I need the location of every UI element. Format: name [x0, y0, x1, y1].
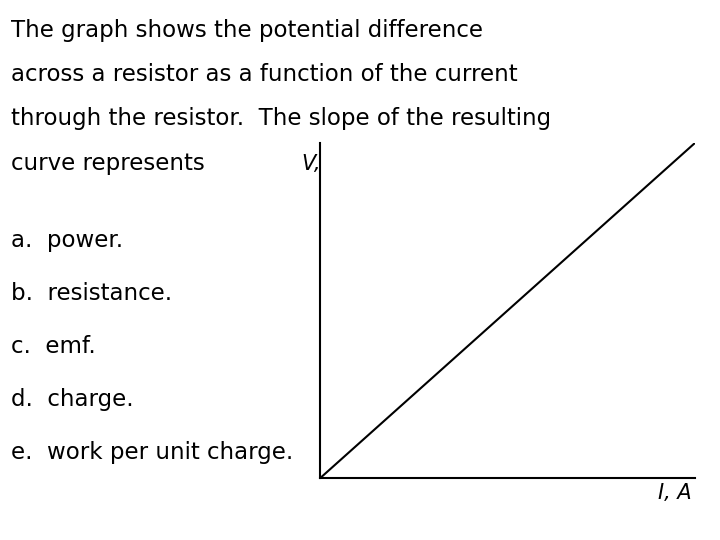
Text: b.  resistance.: b. resistance. — [11, 282, 172, 306]
Text: a.  power.: a. power. — [11, 230, 123, 253]
Text: The graph shows the potential difference: The graph shows the potential difference — [11, 19, 483, 42]
Text: d.  charge.: d. charge. — [11, 388, 133, 411]
Text: curve represents: curve represents — [11, 152, 204, 175]
Text: V, V: V, V — [302, 154, 342, 174]
Text: c.  emf.: c. emf. — [11, 335, 96, 359]
Text: through the resistor.  The slope of the resulting: through the resistor. The slope of the r… — [11, 107, 551, 131]
Text: I, A: I, A — [657, 483, 691, 503]
Text: across a resistor as a function of the current: across a resistor as a function of the c… — [11, 63, 518, 86]
Text: e.  work per unit charge.: e. work per unit charge. — [11, 441, 293, 464]
